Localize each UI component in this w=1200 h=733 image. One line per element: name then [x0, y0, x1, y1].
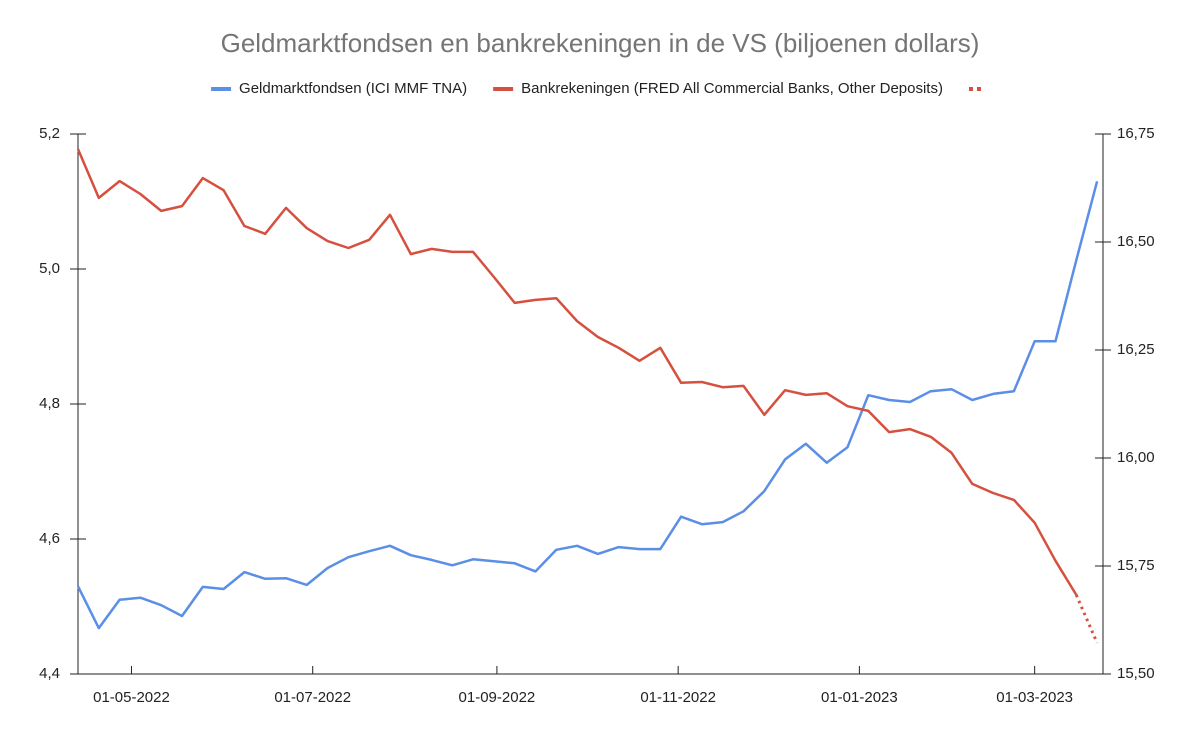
y-tick-label: 4,8 — [39, 395, 60, 412]
y-tick-label: 5,0 — [39, 260, 60, 277]
y2-tick-label: 16,75 — [1117, 125, 1155, 142]
x-tick-label: 01-05-2022 — [93, 689, 170, 706]
y2-tick-label: 16,50 — [1117, 233, 1155, 250]
y2-tick-label: 16,25 — [1117, 341, 1155, 358]
y-tick-label: 4,6 — [39, 530, 60, 547]
chart-title: Geldmarktfondsen en bankrekeningen in de… — [221, 28, 980, 58]
series-line — [76, 148, 1078, 596]
x-tick-label: 01-09-2022 — [459, 689, 536, 706]
y2-tick-label: 15,50 — [1117, 665, 1155, 682]
series-line — [1074, 594, 1099, 644]
legend-label: Geldmarktfondsen (ICI MMF TNA) — [239, 80, 467, 97]
x-tick-label: 01-03-2023 — [996, 689, 1073, 706]
x-tick-label: 01-01-2023 — [821, 689, 898, 706]
x-tick-label: 01-11-2022 — [640, 689, 716, 706]
y-tick-label: 4,4 — [39, 665, 60, 682]
y2-tick-label: 16,00 — [1117, 449, 1155, 466]
series-line — [76, 180, 1099, 630]
x-tick-label: 01-07-2022 — [274, 689, 351, 706]
y2-tick-label: 15,75 — [1117, 557, 1155, 574]
legend-label: Bankrekeningen (FRED All Commercial Bank… — [521, 80, 943, 97]
y-tick-label: 5,2 — [39, 125, 60, 142]
